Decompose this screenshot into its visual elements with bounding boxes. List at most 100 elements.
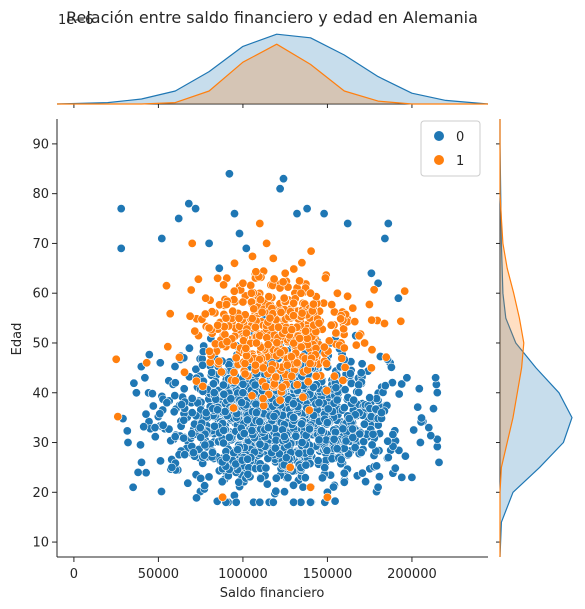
top-marginal-kde xyxy=(56,33,489,108)
scatter-point xyxy=(184,199,194,209)
scatter-point xyxy=(285,462,295,472)
scatter-point xyxy=(221,453,231,463)
scatter-point xyxy=(357,359,367,369)
scatter-point xyxy=(304,424,314,434)
scatter-point xyxy=(167,462,177,472)
scatter-point xyxy=(200,481,210,491)
scatter-point xyxy=(136,440,146,450)
y-axis-label: Edad xyxy=(10,323,25,356)
top-marginal-line-1 xyxy=(57,43,488,105)
scatter-point xyxy=(142,358,152,368)
scatter-point xyxy=(258,363,268,373)
scatter-point xyxy=(222,299,232,309)
scatter-point xyxy=(317,473,327,483)
scatter-point xyxy=(336,314,346,324)
scatter-point xyxy=(213,273,223,283)
scatter-point xyxy=(357,468,367,478)
scatter-point xyxy=(157,486,167,496)
right-marginal-line-1 xyxy=(499,119,525,557)
scatter-point xyxy=(297,419,307,429)
scatter-point xyxy=(367,315,377,325)
scatter-point xyxy=(195,423,205,433)
scatter-point xyxy=(275,395,285,405)
scatter-point xyxy=(390,463,400,473)
scatter-point xyxy=(288,311,298,321)
scatter-point xyxy=(238,388,248,398)
scatter-point xyxy=(263,340,273,350)
scatter-point xyxy=(251,338,261,348)
scatter-point xyxy=(268,497,278,507)
scatter-point xyxy=(248,251,258,261)
scatter-point xyxy=(311,371,321,381)
scatter-point xyxy=(366,363,376,373)
scatter-point xyxy=(376,408,386,418)
scatter-point xyxy=(350,442,360,452)
scatter-point xyxy=(263,423,273,433)
scatter-point xyxy=(247,313,257,323)
scatter-point xyxy=(360,338,370,348)
scatter-point xyxy=(204,323,214,333)
scatter-point xyxy=(397,472,407,482)
scatter-point xyxy=(113,412,123,422)
scatter-point xyxy=(187,393,197,403)
scatter-point xyxy=(193,274,203,284)
scatter-point xyxy=(191,364,201,374)
scatter-point xyxy=(339,343,349,353)
scatter-point xyxy=(183,478,193,488)
scatter-point xyxy=(328,482,338,492)
scatter-point xyxy=(169,407,179,417)
scatter-point xyxy=(265,313,275,323)
scatter-point xyxy=(289,264,299,274)
scatter-point xyxy=(123,437,133,447)
scatter-point xyxy=(158,420,168,430)
x-tick-label: 150000 xyxy=(303,567,353,582)
scatter-point xyxy=(326,320,336,330)
scatter-point xyxy=(150,432,160,442)
scatter-point xyxy=(251,267,261,277)
scatter-point xyxy=(257,307,267,317)
scatter-point xyxy=(308,299,318,309)
scatter-point xyxy=(139,422,149,432)
scatter-point xyxy=(354,331,364,341)
x-tick-label: 50000 xyxy=(138,567,179,582)
scatter-point xyxy=(349,395,359,405)
scatter-point xyxy=(373,482,383,492)
scatter-point xyxy=(255,295,265,305)
scatter-point xyxy=(402,373,412,383)
scatter-point xyxy=(416,413,426,423)
scatter-point xyxy=(261,381,271,391)
top-marginal-line-0 xyxy=(56,33,489,105)
scatter-point xyxy=(327,300,337,310)
scatter-point xyxy=(346,378,356,388)
scatter-point xyxy=(424,423,434,433)
scatter-point xyxy=(319,209,329,219)
scatter-point xyxy=(238,297,248,307)
scatter-point xyxy=(386,362,396,372)
scatter-point xyxy=(261,463,271,473)
scatter-point xyxy=(354,380,364,390)
scatter-point xyxy=(364,299,374,309)
scatter-point xyxy=(229,286,239,296)
scatter-point xyxy=(354,387,364,397)
scatter-point xyxy=(365,393,375,403)
scatter-point xyxy=(180,450,190,460)
scatter-point xyxy=(224,432,234,442)
scatter-point xyxy=(356,447,366,457)
scatter-point xyxy=(369,285,379,295)
scatter-point xyxy=(131,388,141,398)
scatter-point xyxy=(270,443,280,453)
x-tick-label: 200000 xyxy=(387,567,437,582)
scatter-point xyxy=(234,477,244,487)
scatter-point xyxy=(329,434,339,444)
scatter-point xyxy=(320,273,330,283)
scatter-point xyxy=(279,487,289,497)
scatter-point xyxy=(296,342,306,352)
scatter-point xyxy=(428,404,438,414)
scatter-point xyxy=(213,405,223,415)
scatter-point xyxy=(305,482,315,492)
scatter-point xyxy=(340,385,350,395)
scatter-point xyxy=(241,243,251,253)
scatter-point xyxy=(297,308,307,318)
scatter-point xyxy=(280,268,290,278)
